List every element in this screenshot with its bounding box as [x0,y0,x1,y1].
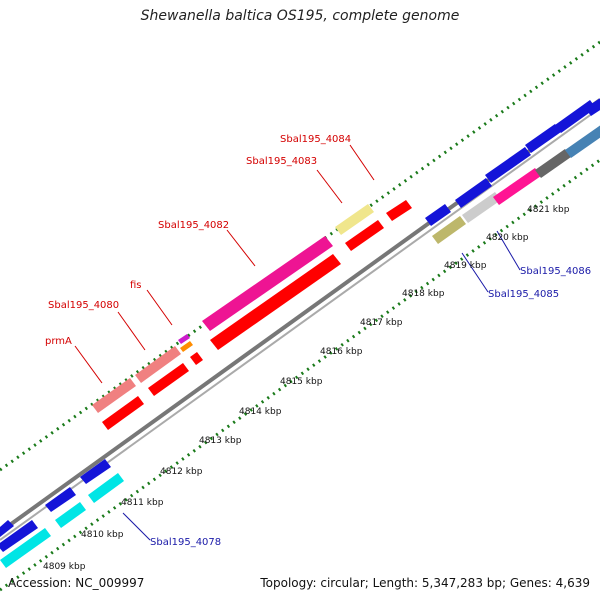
kbp-tick-label: 4809 kbp [43,562,86,572]
inner-dotted-ring [0,158,600,592]
gene-label-sbal195-4080: Sbal195_4080 [48,300,119,311]
gene-blue [525,124,561,153]
gene-label-sbal195-4085: Sbal195_4085 [488,289,559,300]
gene-red [190,352,203,365]
gene-label-fis: fis [130,280,142,291]
gene-cyan [55,502,86,528]
gene-label-sbal195-4083: Sbal195_4083 [246,156,317,167]
gene-salmon [92,378,136,413]
kbp-tick-label: 4810 kbp [81,530,124,540]
kbp-tick-label: 4813 kbp [199,436,242,446]
gene-blue [80,459,111,484]
kbp-tick-label: 4814 kbp [239,407,282,417]
kbp-tick-labels: 4809 kbp 4810 kbp 4811 kbp 4812 kbp 4813… [43,205,570,572]
gene-lightgray [462,192,501,223]
gene-blue [585,98,600,116]
gene-blue [0,520,14,537]
kbp-tick-label: 4815 kbp [280,377,323,387]
gene-label-sbal195-4078: Sbal195_4078 [150,537,221,548]
gene-cyan [88,473,124,503]
gene-blue [45,487,76,512]
gene-red [102,396,144,430]
gene-steelblue [565,125,600,158]
gene-salmon [135,346,181,383]
gene-blue [0,520,38,552]
genome-summary-text: Topology: circular; Length: 5,347,283 bp… [260,576,590,590]
kbp-tick-label: 4820 kbp [486,233,529,243]
gene-label-prmA: prmA [45,336,72,347]
gene-darkgray [535,149,571,178]
gene-label-sbal195-4082: Sbal195_4082 [158,220,229,231]
kbp-tick-label: 4817 kbp [360,318,403,328]
gene-red [386,200,412,221]
kbp-tick-label: 4811 kbp [121,498,164,508]
kbp-tick-label: 4818 kbp [402,289,445,299]
gene-khaki [335,204,374,235]
gene-blue [425,204,451,226]
gene-magenta [202,236,333,331]
kbp-tick-label: 4816 kbp [320,347,363,357]
gene-features [0,98,600,568]
reverse-leader-lines [122,230,521,541]
gene-khaki-dark [432,216,466,244]
gene-blue [455,178,492,208]
gene-blue [485,147,531,183]
kbp-tick-label: 4821 kbp [527,205,570,215]
kbp-tick-label: 4812 kbp [160,467,203,477]
gene-red-large [210,254,341,350]
gene-magenta-small [178,334,190,344]
gene-red [345,220,384,251]
gene-orange-small [180,341,193,352]
forward-leader-lines [74,144,375,384]
kbp-tick-label: 4819 kbp [444,261,487,271]
accession-text: Accession: NC_009997 [8,576,145,590]
gene-label-sbal195-4084: Sbal195_4084 [280,134,351,145]
gene-label-sbal195-4086: Sbal195_4086 [520,266,591,277]
map-title: Shewanella baltica OS195, complete genom… [140,8,460,24]
gene-red [148,363,189,396]
gene-cyan [0,528,51,568]
gene-pink [493,168,541,205]
